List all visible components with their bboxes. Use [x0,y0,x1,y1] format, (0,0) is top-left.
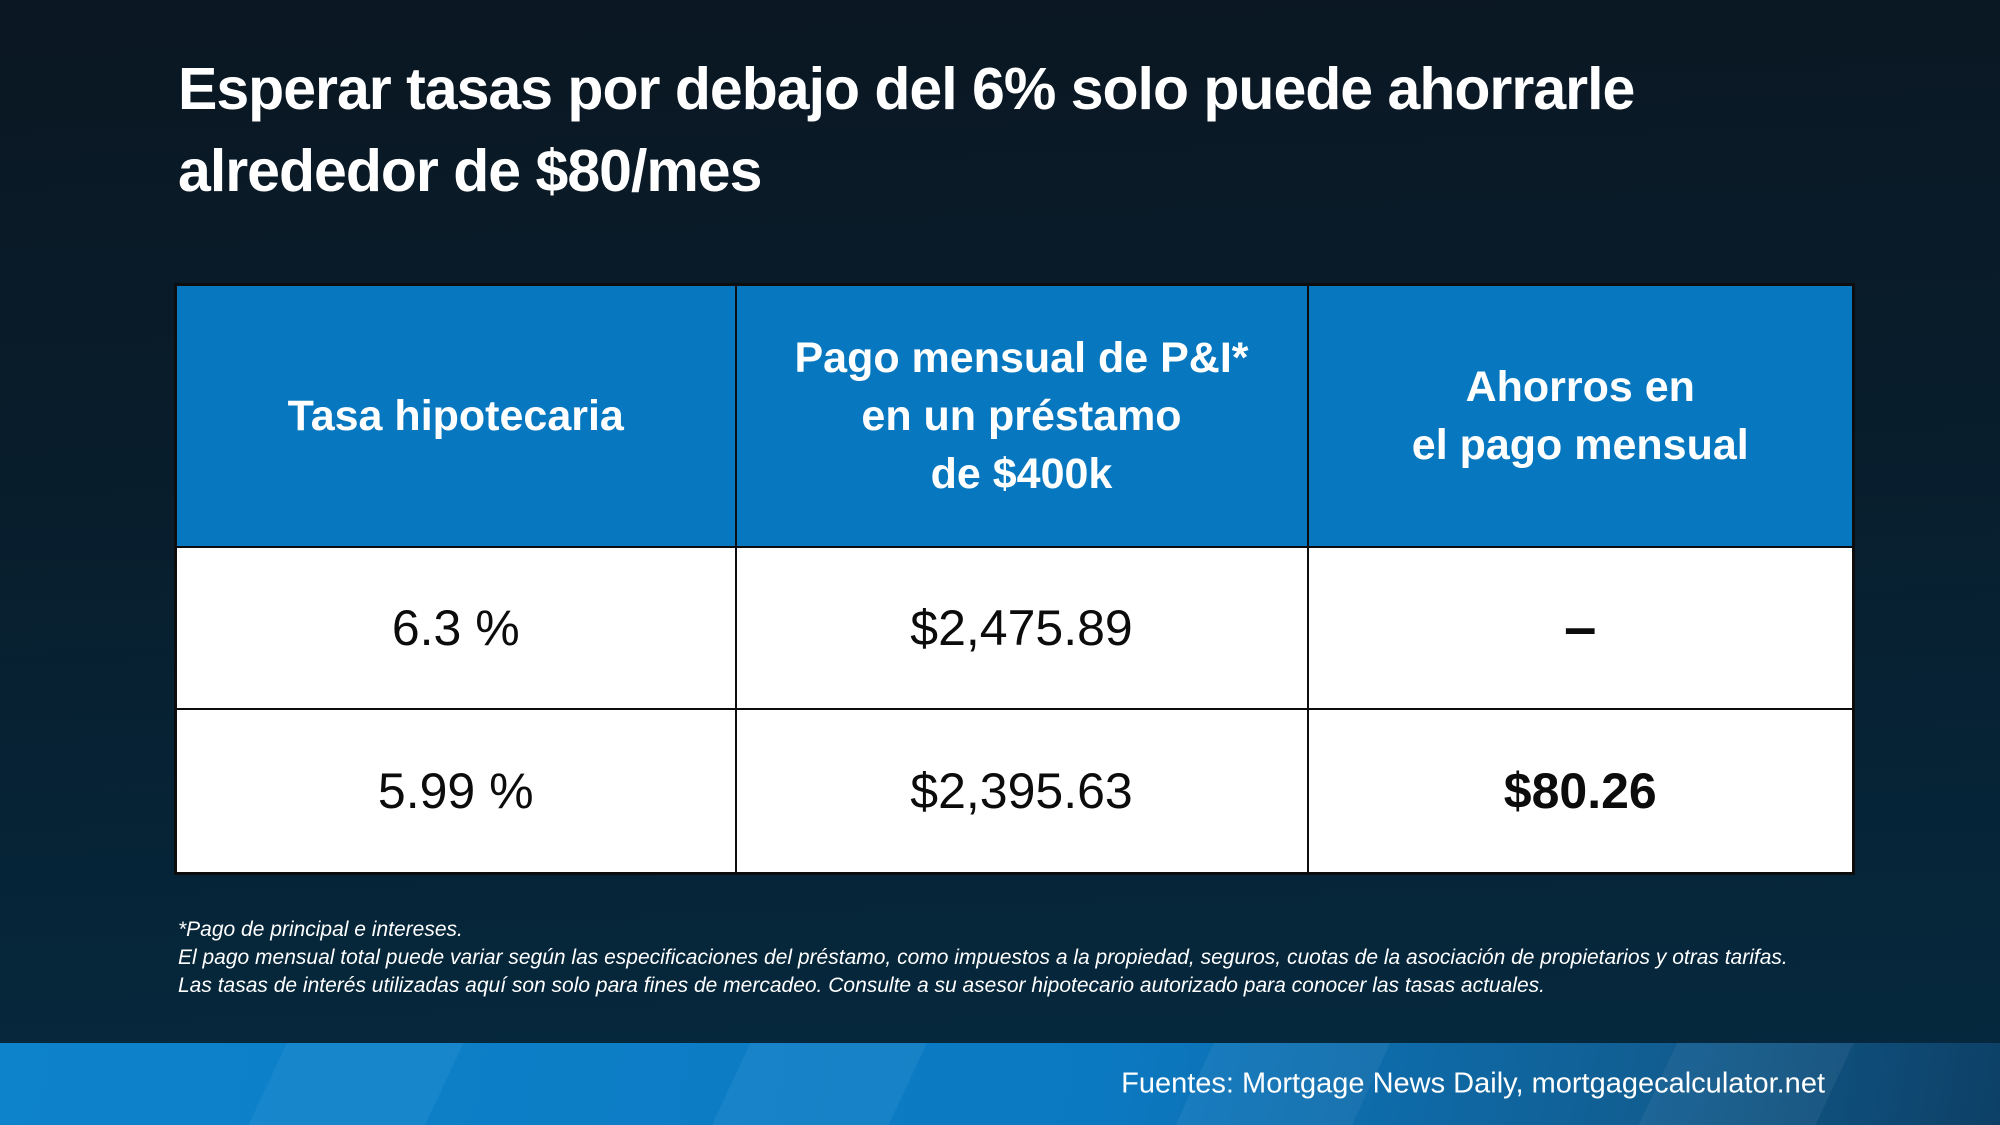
footnote-line-1: *Pago de principal e intereses. [178,918,463,941]
table-row: 5.99 % $2,395.63 $80.26 [174,707,1855,875]
table-header-row: Tasa hipotecaria Pago mensual de P&I* en… [174,283,1855,548]
cell-savings-2: $80.26 [1306,707,1855,875]
table-row: 6.3 % $2,475.89 – [174,545,1855,710]
source-text: Fuentes: Mortgage News Daily, mortgageca… [1121,1067,1825,1100]
column-header-monthly-payment: Pago mensual de P&I* en un préstamo de $… [734,283,1309,548]
column-header-mortgage-rate: Tasa hipotecaria [174,283,737,548]
title-line-1: Esperar tasas por debajo del 6% solo pue… [178,56,1635,122]
cell-savings-1: – [1306,545,1855,710]
rate-comparison-table: Tasa hipotecaria Pago mensual de P&I* en… [174,283,1855,875]
page-title: Esperar tasas por debajo del 6% solo pue… [178,48,1635,212]
footer-bar: Fuentes: Mortgage News Daily, mortgageca… [0,1043,2000,1125]
cell-payment-2: $2,395.63 [734,707,1309,875]
cell-rate-2: 5.99 % [174,707,737,875]
footnote-line-3: Las tasas de interés utilizadas aquí son… [178,974,1545,997]
cell-rate-1: 6.3 % [174,545,737,710]
column-header-savings: Ahorros en el pago mensual [1306,283,1855,548]
cell-payment-1: $2,475.89 [734,545,1309,710]
title-line-2: alrededor de $80/mes [178,138,762,204]
footnotes: *Pago de principal e intereses. El pago … [178,916,1878,1000]
footnote-line-2: El pago mensual total puede variar según… [178,946,1788,969]
